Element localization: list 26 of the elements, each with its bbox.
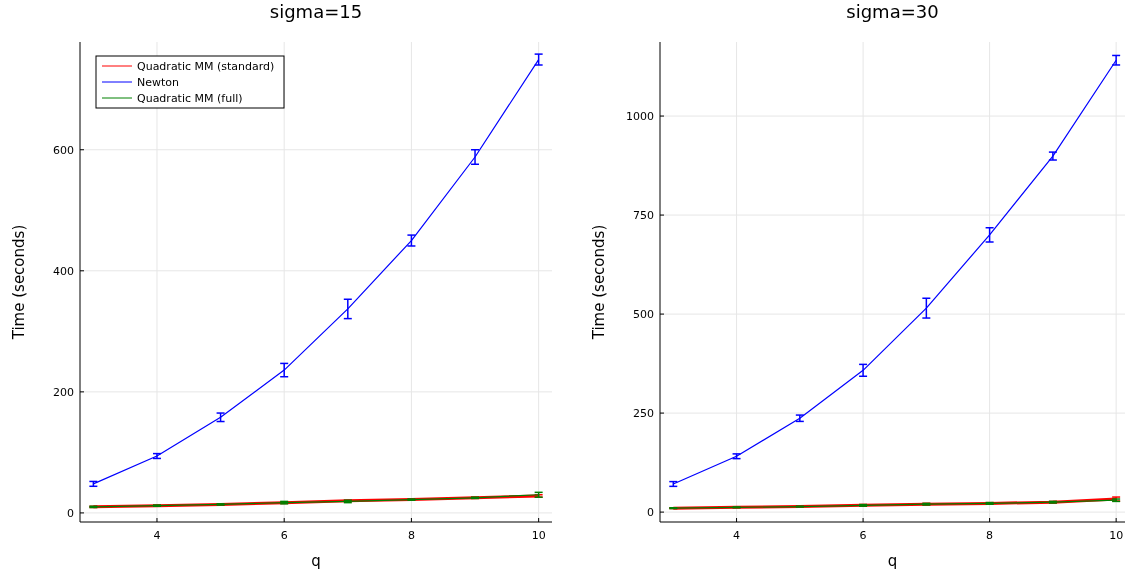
legend-label: Quadratic MM (standard) <box>137 60 275 73</box>
chart-title: sigma=15 <box>269 1 363 22</box>
y-tick-label: 500 <box>633 308 654 322</box>
y-tick-label: 0 <box>647 506 654 520</box>
y-tick-label: 600 <box>53 143 74 157</box>
x-tick-label: 6 <box>280 529 288 542</box>
y-tick-label: 1000 <box>626 110 654 124</box>
legend-label: Newton <box>137 76 180 89</box>
y-tick-label: 0 <box>67 506 74 520</box>
x-tick-label: 4 <box>153 529 161 542</box>
legend-label: Quadratic MM (full) <box>137 92 243 105</box>
y-axis-title: Time (seconds) <box>10 224 28 341</box>
x-tick-label: 8 <box>986 529 994 542</box>
x-tick-label: 10 <box>531 529 546 542</box>
chart-title: sigma=30 <box>846 1 939 22</box>
y-tick-label: 400 <box>53 264 74 278</box>
x-tick-label: 6 <box>859 529 867 542</box>
y-tick-label: 250 <box>633 407 654 421</box>
x-axis-title: q <box>887 552 898 570</box>
x-tick-label: 4 <box>733 529 741 542</box>
x-axis-title: q <box>311 552 321 570</box>
y-tick-label: 200 <box>53 385 74 399</box>
x-tick-label: 8 <box>407 529 415 542</box>
y-tick-label: 750 <box>633 209 654 223</box>
x-tick-label: 10 <box>1109 529 1124 542</box>
y-axis-title: Time (seconds) <box>590 224 608 341</box>
